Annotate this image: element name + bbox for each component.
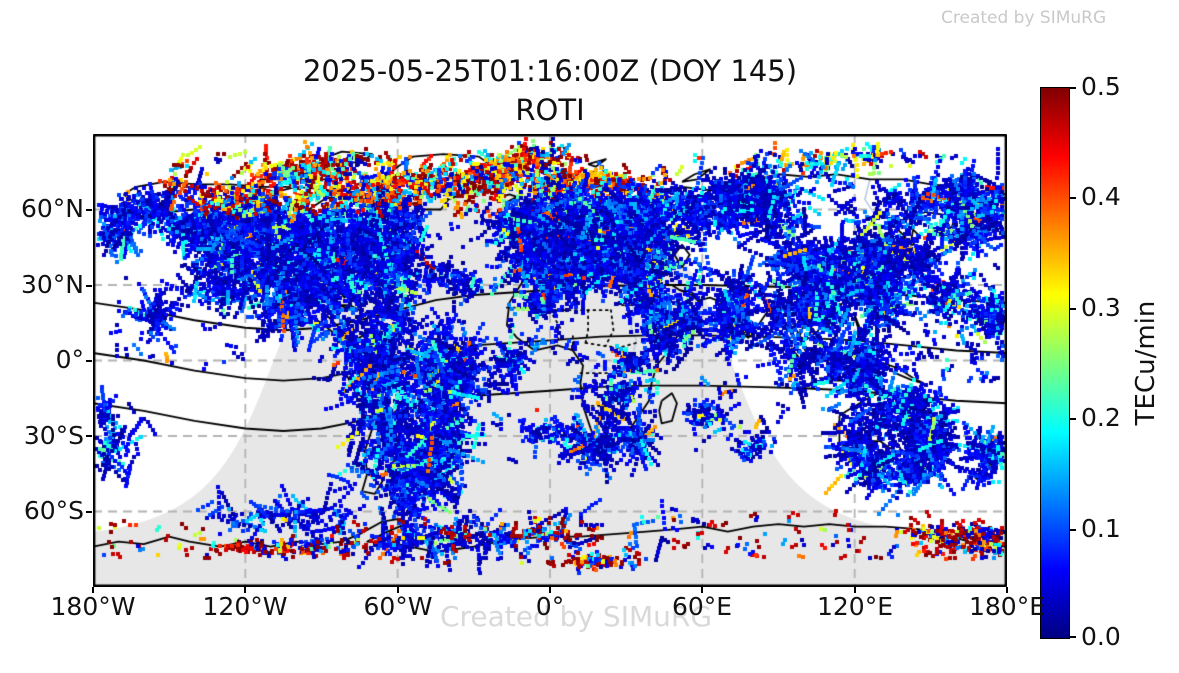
colorbar-tick-mark	[1070, 197, 1076, 199]
colorbar-tick-mark	[1070, 418, 1076, 420]
colorbar-tick-label: 0.5	[1081, 72, 1121, 101]
x-tick-label: 120°W	[202, 592, 288, 621]
y-tick-label: 0°	[55, 345, 84, 374]
figure-title-parameter: ROTI	[515, 93, 585, 127]
map-canvas	[93, 134, 1007, 587]
colorbar-tick-mark	[1070, 308, 1076, 310]
colorbar-tick-mark	[1070, 529, 1076, 531]
x-tick-label: 120°E	[816, 592, 893, 621]
y-tick-mark	[86, 510, 92, 513]
watermark-bottom-center: Created by SIMuRG	[439, 600, 713, 633]
x-tick-mark	[92, 587, 94, 593]
x-tick-mark	[854, 587, 856, 593]
x-tick-mark	[397, 587, 399, 593]
x-tick-mark	[549, 587, 551, 593]
colorbar-axis-label: TECu/min	[1131, 300, 1161, 426]
x-tick-label: 180°E	[968, 592, 1045, 621]
colorbar-tick-label: 0.4	[1081, 182, 1121, 211]
x-tick-mark	[244, 587, 246, 593]
colorbar-tick-label: 0.1	[1081, 514, 1121, 543]
y-tick-label: 30°N	[20, 270, 84, 299]
x-tick-label: 60°E	[671, 592, 733, 621]
watermark-top-right: Created by SIMuRG	[941, 8, 1107, 28]
colorbar-tick-mark	[1070, 87, 1076, 89]
colorbar-gradient	[1040, 87, 1070, 639]
colorbar-tick-mark	[1070, 636, 1076, 638]
colorbar-tick-label: 0.2	[1081, 403, 1121, 432]
colorbar-tick-label: 0.0	[1081, 622, 1121, 651]
y-tick-mark	[86, 359, 92, 362]
y-tick-label: 60°N	[20, 194, 84, 223]
colorbar-tick-label: 0.3	[1081, 293, 1121, 322]
x-tick-mark	[1006, 587, 1008, 593]
y-tick-label: 30°S	[23, 421, 84, 450]
x-tick-label: 60°W	[363, 592, 433, 621]
x-tick-label: 0°	[535, 592, 565, 621]
y-tick-label: 60°S	[23, 496, 84, 525]
y-tick-mark	[86, 284, 92, 287]
x-tick-label: 180°W	[50, 592, 136, 621]
x-tick-mark	[701, 587, 703, 593]
y-tick-mark	[86, 435, 92, 437]
figure-title-timestamp: 2025-05-25T01:16:00Z (DOY 145)	[302, 54, 798, 88]
y-tick-mark	[86, 208, 92, 211]
map-plot-area	[93, 134, 1007, 587]
